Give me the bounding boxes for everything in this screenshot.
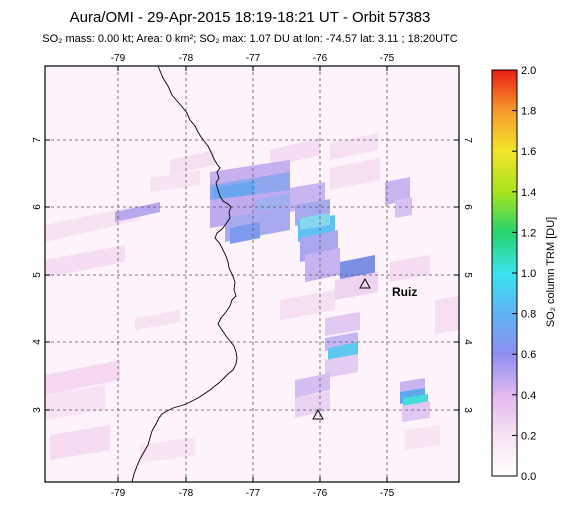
tick-marks bbox=[45, 66, 459, 482]
lat-label: 7 bbox=[462, 137, 473, 143]
lat-label: 6 bbox=[462, 204, 473, 210]
colorbar-tick-label: 1.4 bbox=[521, 187, 536, 199]
map-subtitle: SO₂ mass: 0.00 kt; Area: 0 km²; SO₂ max:… bbox=[42, 33, 458, 45]
lat-labels-left: 7 6 5 4 3 bbox=[32, 137, 43, 413]
lon-label: -79 bbox=[111, 53, 126, 64]
lon-label: -76 bbox=[313, 488, 328, 499]
colorbar-tick-label: 2.0 bbox=[521, 65, 536, 77]
lon-label: -76 bbox=[313, 53, 328, 64]
lat-label: 3 bbox=[32, 407, 43, 413]
colorbar-tick-label: 1.6 bbox=[521, 146, 536, 158]
lat-label: 6 bbox=[32, 204, 43, 210]
lon-label: -78 bbox=[179, 53, 194, 64]
volcano-marker bbox=[312, 408, 324, 420]
colorbar-tick-label: 0.2 bbox=[521, 430, 536, 442]
lat-label: 4 bbox=[32, 339, 43, 345]
lon-label: -75 bbox=[380, 53, 395, 64]
colorbar-tick-label: 0.0 bbox=[521, 471, 536, 483]
lon-label: -77 bbox=[246, 488, 261, 499]
colorbar-tick-labels: 2.0 1.8 1.6 1.4 1.2 1.0 0.8 0.6 0.4 0.2 … bbox=[521, 65, 536, 483]
lat-label: 4 bbox=[462, 339, 473, 345]
lat-label: 3 bbox=[462, 407, 473, 413]
lat-label: 5 bbox=[462, 272, 473, 278]
colorbar-label: SO₂ column TRM [DU] bbox=[545, 217, 557, 327]
colorbar-tick-label: 1.8 bbox=[521, 106, 536, 118]
lat-label: 5 bbox=[32, 272, 43, 278]
colorbar-ticks bbox=[512, 110, 517, 436]
colorbar-tick-label: 0.4 bbox=[521, 390, 536, 402]
volcano-label-ruiz: Ruiz bbox=[392, 285, 417, 299]
colorbar-tick-label: 0.6 bbox=[521, 349, 536, 361]
lon-label: -75 bbox=[380, 488, 395, 499]
lon-label: -79 bbox=[111, 488, 126, 499]
colorbar-tick-label: 1.2 bbox=[521, 227, 536, 239]
map-title: Aura/OMI - 29-Apr-2015 18:19-18:21 UT - … bbox=[69, 9, 431, 26]
volcano-marker-ruiz bbox=[359, 277, 371, 289]
lon-label: -78 bbox=[179, 488, 194, 499]
lat-label: 7 bbox=[32, 137, 43, 143]
so2-pixels bbox=[45, 133, 459, 463]
lon-labels-bottom: -79 -78 -77 -76 -75 bbox=[111, 488, 395, 499]
lon-label: -77 bbox=[246, 53, 261, 64]
lon-labels-top: -79 -78 -77 -76 -75 bbox=[111, 53, 395, 64]
graticule bbox=[45, 66, 459, 482]
lat-labels-right: 7 6 5 4 3 bbox=[462, 137, 473, 413]
coastline bbox=[131, 65, 238, 483]
colorbar-tick-label: 0.8 bbox=[521, 309, 536, 321]
map-frame bbox=[44, 65, 460, 483]
colorbar-tick-label: 1.0 bbox=[521, 268, 536, 280]
